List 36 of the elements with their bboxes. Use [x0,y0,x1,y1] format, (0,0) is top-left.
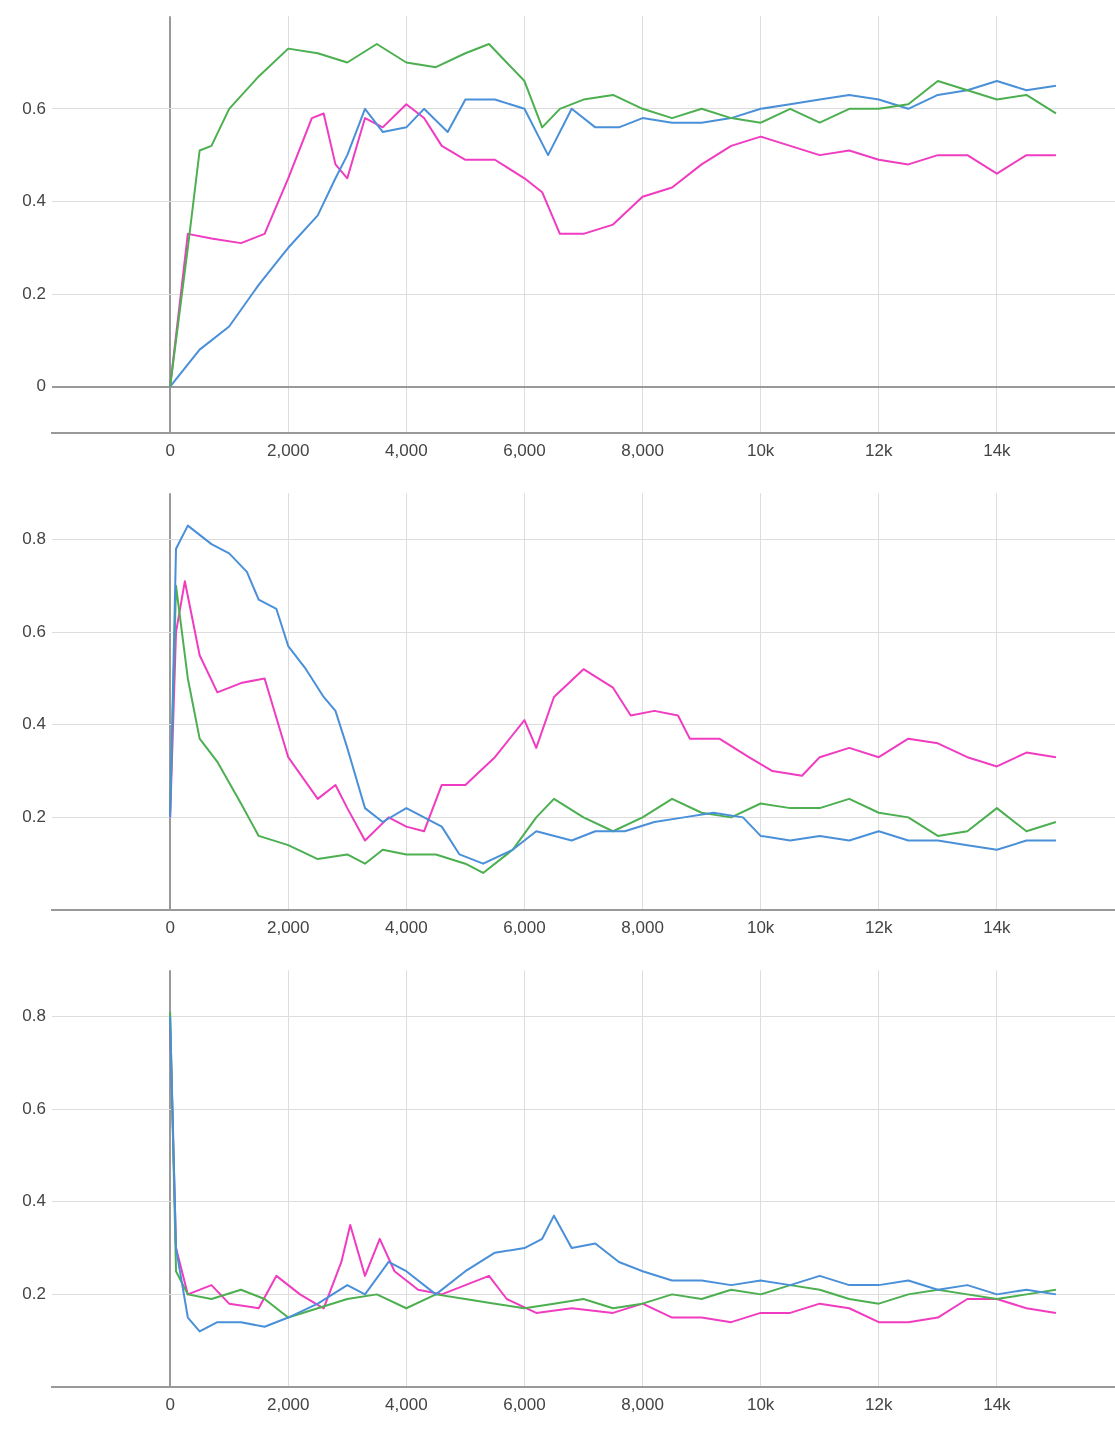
x-tick-label: 6,000 [503,918,546,938]
x-tick-label: 14k [983,441,1012,461]
y-tick-label: 0.4 [22,191,46,211]
x-tick-label: 8,000 [621,918,664,938]
x-tick-label: 10k [746,1395,775,1415]
x-tick-label: 12k [865,1395,893,1415]
x-tick-label: 12k [865,918,893,938]
x-tick-label: 14k [983,918,1012,938]
x-tick-label: 12k [865,441,893,461]
x-tick-label: 0 [165,441,175,461]
y-tick-label: 0.4 [22,1191,46,1211]
y-tick-label: 0.2 [22,283,46,303]
x-tick-label: 6,000 [503,1395,546,1415]
y-tick-label: 0.2 [22,1284,46,1304]
x-tick-label: 8,000 [621,1395,664,1415]
x-tick-label: 2,000 [266,918,310,938]
x-tick-label: 14k [983,1395,1012,1415]
y-tick-label: 0.6 [22,1098,46,1118]
x-tick-label: 4,000 [385,1395,428,1415]
y-tick-label: 0.8 [22,529,46,549]
y-tick-label: 0.6 [22,98,46,118]
y-tick-label: 0 [36,376,46,396]
x-tick-label: 2,000 [266,1395,310,1415]
x-tick-label: 0 [165,1395,175,1415]
x-tick-label: 10k [746,441,775,461]
x-tick-label: 6,000 [503,441,546,461]
x-tick-label: 0 [165,918,175,938]
x-tick-label: 10k [746,918,775,938]
x-tick-label: 4,000 [385,441,428,461]
y-tick-label: 0.6 [22,621,46,641]
x-tick-label: 2,000 [266,441,310,461]
x-tick-label: 8,000 [621,441,664,461]
y-tick-label: 0.8 [22,1006,46,1026]
y-tick-label: 0.4 [22,714,46,734]
y-tick-label: 0.2 [22,807,46,827]
x-tick-label: 4,000 [385,918,428,938]
